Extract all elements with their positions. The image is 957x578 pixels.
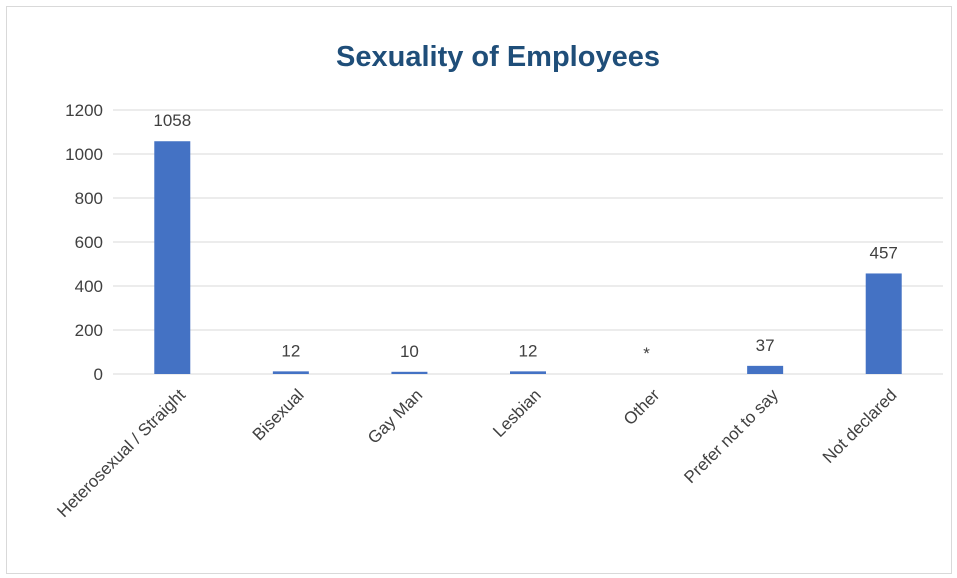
chart-frame: Sexuality of Employees 0 200 400 600 800 1000… bbox=[6, 6, 952, 574]
bar-lesbian bbox=[510, 371, 546, 374]
x-tick-label-prefer-not-to-say: Prefer not to say bbox=[680, 385, 782, 487]
chart-title: Sexuality of Employees bbox=[336, 41, 660, 73]
data-label-bisexual: 12 bbox=[281, 341, 300, 360]
y-tick-label-1200: 1200 bbox=[65, 101, 103, 120]
data-label-heterosexual-straight: 1058 bbox=[153, 111, 191, 130]
y-tick-label-800: 800 bbox=[75, 189, 103, 208]
data-labels: 1058 12 10 12 * 37 457 bbox=[153, 111, 898, 363]
x-tick-label-heterosexual-straight: Heterosexual / Straight bbox=[53, 385, 189, 521]
bar-prefer-not-to-say bbox=[747, 365, 784, 374]
x-tick-label-other: Other bbox=[620, 385, 664, 429]
y-tick-label-400: 400 bbox=[75, 277, 103, 296]
gridlines bbox=[113, 109, 943, 375]
bar-chart: Sexuality of Employees 0 200 400 600 800 1000… bbox=[53, 41, 943, 521]
data-label-gay-man: 10 bbox=[400, 342, 419, 361]
y-axis-ticks: 0 200 400 600 800 1000 1200 bbox=[65, 101, 103, 384]
bar-gay-man bbox=[391, 371, 428, 374]
bars bbox=[154, 141, 902, 374]
x-axis-ticks: Heterosexual / Straight Bisexual Gay Man Le… bbox=[53, 385, 900, 521]
bar-bisexual bbox=[272, 371, 309, 374]
y-tick-label-600: 600 bbox=[75, 233, 103, 252]
x-tick-label-bisexual: Bisexual bbox=[249, 385, 308, 444]
x-tick-label-not-declared: Not declared bbox=[819, 385, 901, 467]
y-tick-label-1000: 1000 bbox=[65, 145, 103, 164]
bar-heterosexual-straight bbox=[154, 141, 191, 374]
x-tick-label-gay-man: Gay Man bbox=[364, 385, 426, 447]
data-label-other: * bbox=[643, 344, 650, 363]
x-tick-label-lesbian: Lesbian bbox=[489, 385, 545, 441]
data-label-not-declared: 457 bbox=[870, 243, 898, 262]
bar-not-declared bbox=[865, 273, 902, 374]
y-tick-label-0: 0 bbox=[94, 365, 103, 384]
y-tick-label-200: 200 bbox=[75, 321, 103, 340]
data-label-lesbian: 12 bbox=[519, 341, 538, 360]
data-label-prefer-not-to-say: 37 bbox=[756, 336, 775, 355]
